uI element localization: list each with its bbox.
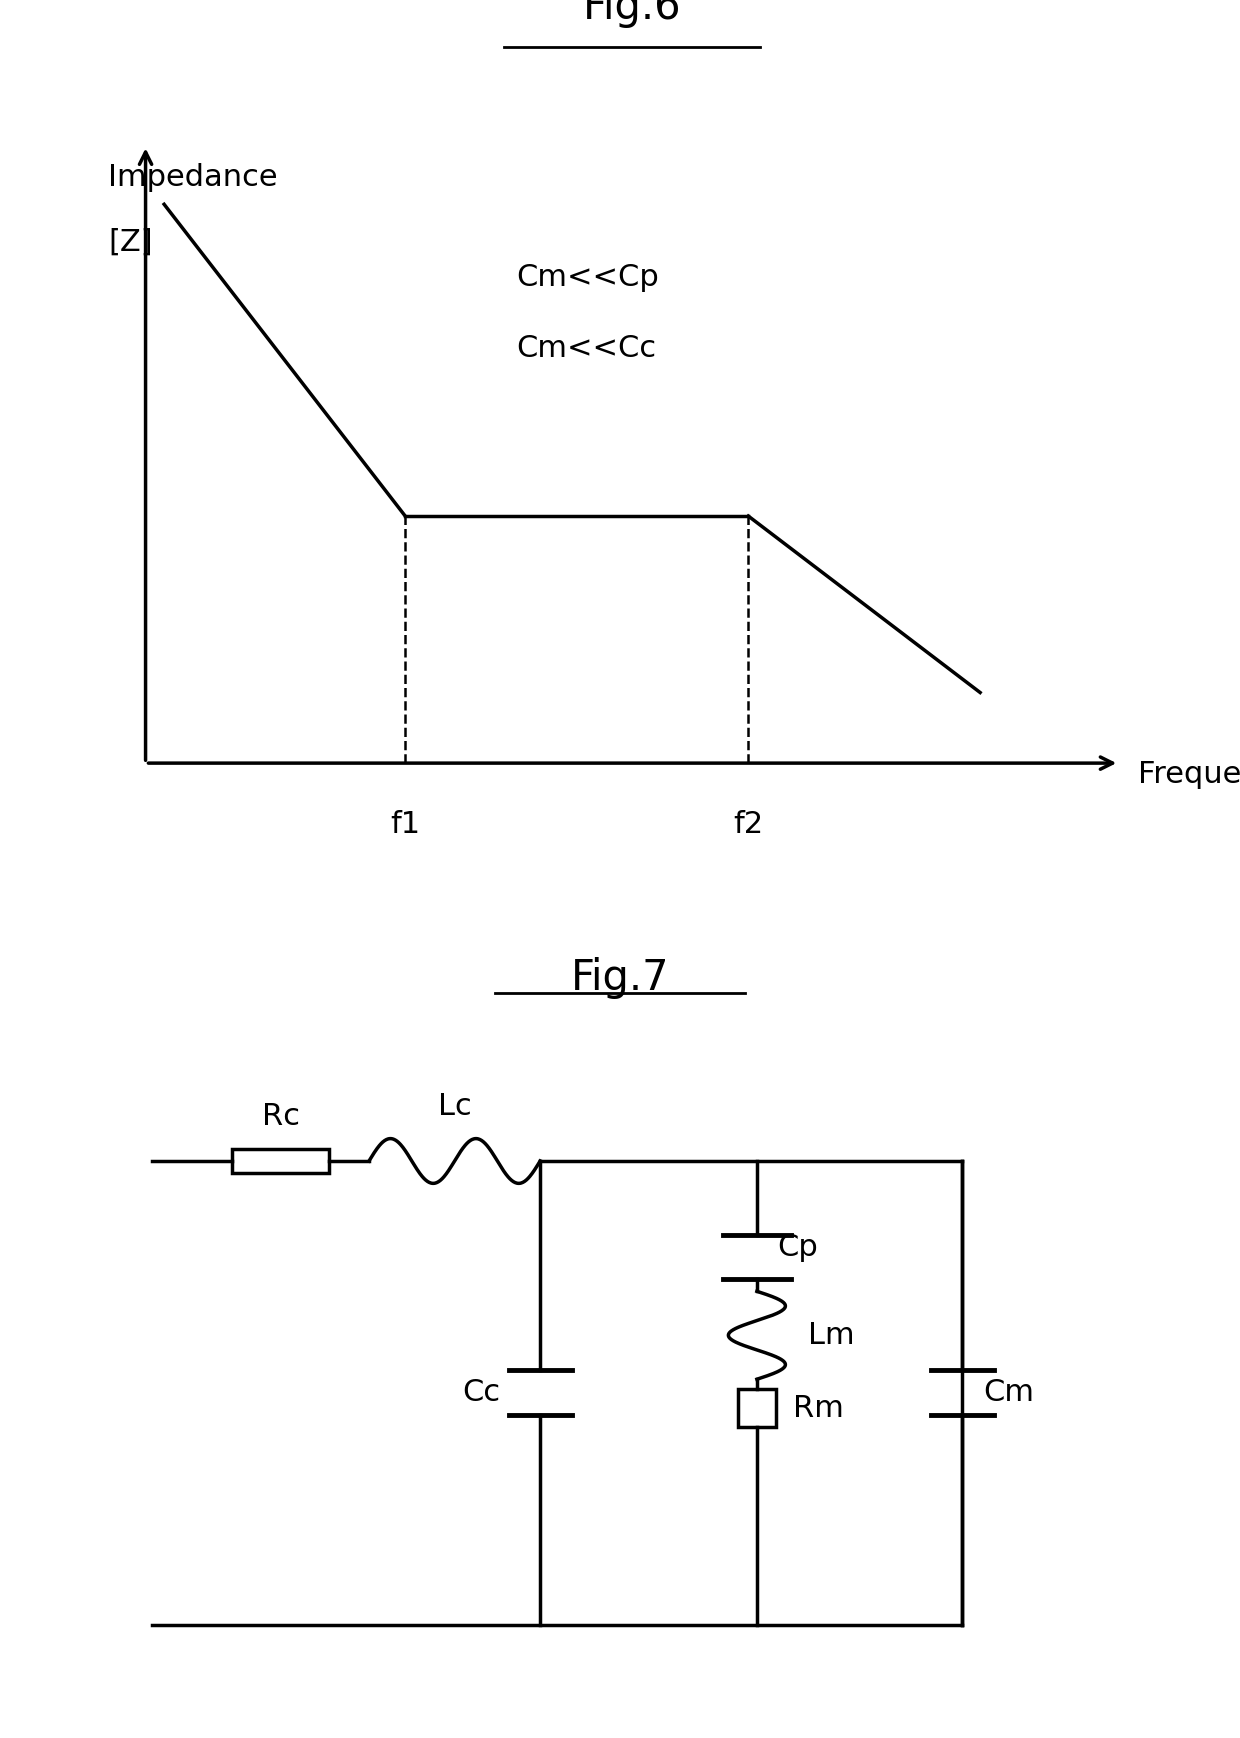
Text: Frequency: Frequency (1138, 761, 1240, 789)
Text: Cp: Cp (777, 1232, 818, 1262)
Text: Rm: Rm (794, 1394, 844, 1422)
Text: Fig.7: Fig.7 (570, 958, 670, 999)
Text: f2: f2 (733, 810, 764, 839)
Bar (232, 1149, 329, 1173)
Text: [Z]: [Z] (108, 228, 153, 257)
Bar (738, 1389, 776, 1427)
Text: Lm: Lm (808, 1321, 854, 1350)
Text: Cc: Cc (463, 1378, 500, 1408)
Text: Fig.6: Fig.6 (583, 0, 682, 28)
Text: f1: f1 (391, 810, 420, 839)
Text: Cm: Cm (983, 1378, 1034, 1408)
Text: Lc: Lc (438, 1091, 471, 1121)
Text: Impedance: Impedance (108, 163, 278, 193)
Text: Cm<<Cc: Cm<<Cc (517, 334, 657, 363)
Text: Cm<<Cp: Cm<<Cp (517, 262, 660, 292)
Text: Rc: Rc (262, 1102, 300, 1131)
